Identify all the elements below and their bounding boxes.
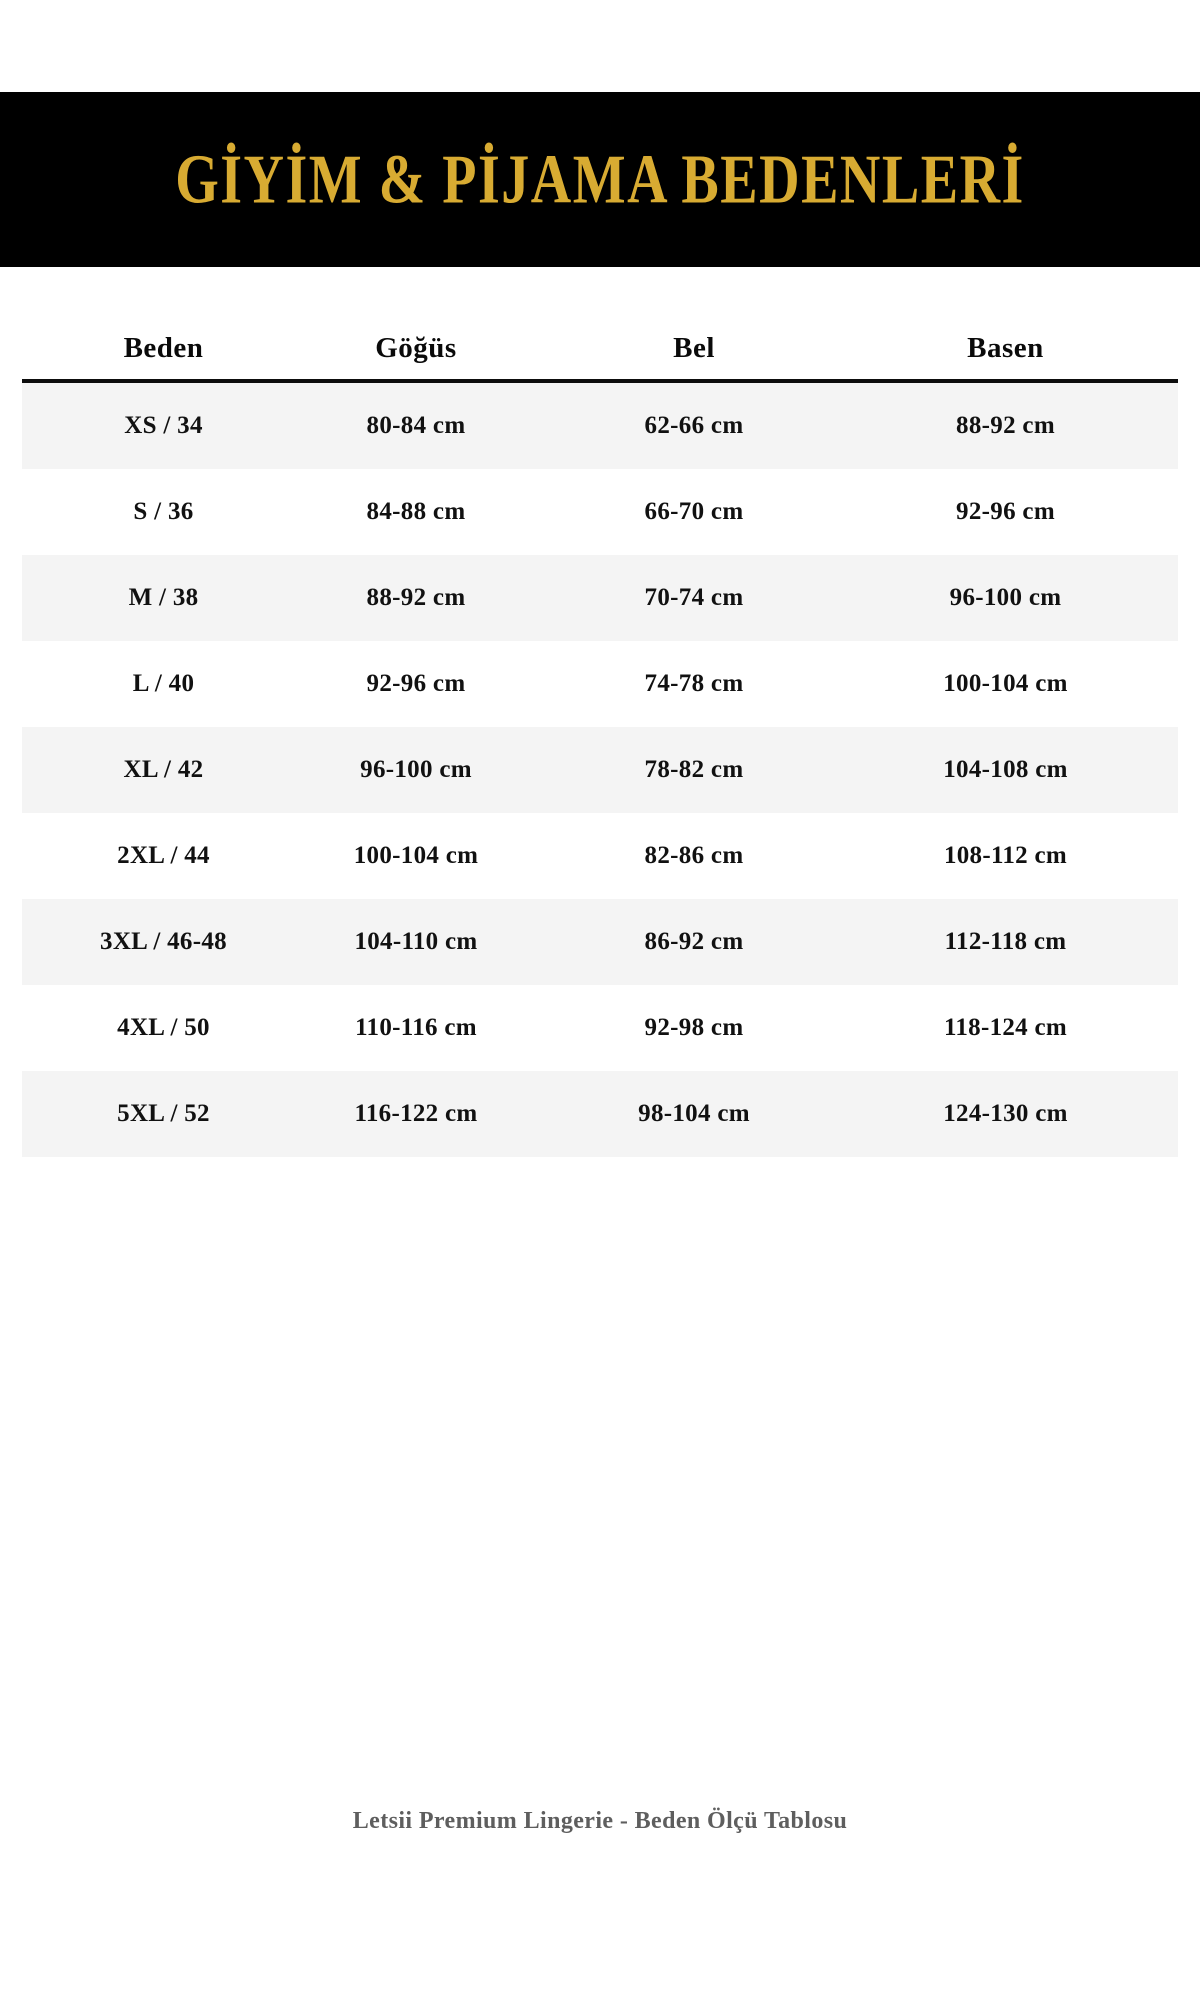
- cell-bel: 86-92 cm: [555, 899, 833, 985]
- cell-bel: 66-70 cm: [555, 469, 833, 555]
- cell-bel: 92-98 cm: [555, 985, 833, 1071]
- table-row: 3XL / 46-48 104-110 cm 86-92 cm 112-118 …: [22, 899, 1178, 985]
- size-table-container: Beden Göğüs Bel Basen XS / 34 80-84 cm 6…: [22, 316, 1178, 1157]
- column-header-bel: Bel: [555, 316, 833, 383]
- cell-basen: 112-118 cm: [833, 899, 1178, 985]
- table-row: M / 38 88-92 cm 70-74 cm 96-100 cm: [22, 555, 1178, 641]
- size-table: Beden Göğüs Bel Basen XS / 34 80-84 cm 6…: [22, 316, 1178, 1157]
- cell-bel: 78-82 cm: [555, 727, 833, 813]
- cell-beden: S / 36: [22, 469, 277, 555]
- cell-bel: 98-104 cm: [555, 1071, 833, 1157]
- table-header: Beden Göğüs Bel Basen: [22, 316, 1178, 383]
- cell-gogus: 88-92 cm: [277, 555, 555, 641]
- table-row: XS / 34 80-84 cm 62-66 cm 88-92 cm: [22, 381, 1178, 469]
- title-banner: GİYİM & PİJAMA BEDENLERİ: [0, 92, 1200, 267]
- cell-gogus: 104-110 cm: [277, 899, 555, 985]
- table-header-row: Beden Göğüs Bel Basen: [22, 316, 1178, 383]
- table-row: 2XL / 44 100-104 cm 82-86 cm 108-112 cm: [22, 813, 1178, 899]
- cell-beden: XS / 34: [22, 381, 277, 469]
- cell-basen: 118-124 cm: [833, 985, 1178, 1071]
- cell-gogus: 116-122 cm: [277, 1071, 555, 1157]
- footer-caption: Letsii Premium Lingerie - Beden Ölçü Tab…: [352, 1808, 848, 1834]
- table-body: XS / 34 80-84 cm 62-66 cm 88-92 cm S / 3…: [22, 381, 1178, 1157]
- column-header-basen: Basen: [833, 316, 1178, 383]
- cell-bel: 70-74 cm: [555, 555, 833, 641]
- table-row: 5XL / 52 116-122 cm 98-104 cm 124-130 cm: [22, 1071, 1178, 1157]
- table-row: L / 40 92-96 cm 74-78 cm 100-104 cm: [22, 641, 1178, 727]
- cell-bel: 82-86 cm: [555, 813, 833, 899]
- cell-beden: 3XL / 46-48: [22, 899, 277, 985]
- cell-bel: 74-78 cm: [555, 641, 833, 727]
- column-header-beden: Beden: [22, 316, 277, 383]
- cell-beden: XL / 42: [22, 727, 277, 813]
- cell-gogus: 92-96 cm: [277, 641, 555, 727]
- table-row: S / 36 84-88 cm 66-70 cm 92-96 cm: [22, 469, 1178, 555]
- cell-gogus: 100-104 cm: [277, 813, 555, 899]
- cell-basen: 108-112 cm: [833, 813, 1178, 899]
- cell-beden: L / 40: [22, 641, 277, 727]
- cell-gogus: 80-84 cm: [277, 381, 555, 469]
- table-row: 4XL / 50 110-116 cm 92-98 cm 118-124 cm: [22, 985, 1178, 1071]
- cell-gogus: 96-100 cm: [277, 727, 555, 813]
- cell-beden: 2XL / 44: [22, 813, 277, 899]
- cell-beden: 5XL / 52: [22, 1071, 277, 1157]
- cell-basen: 88-92 cm: [833, 381, 1178, 469]
- cell-basen: 100-104 cm: [833, 641, 1178, 727]
- cell-basen: 124-130 cm: [833, 1071, 1178, 1157]
- table-row: XL / 42 96-100 cm 78-82 cm 104-108 cm: [22, 727, 1178, 813]
- cell-beden: 4XL / 50: [22, 985, 277, 1071]
- column-header-gogus: Göğüs: [277, 316, 555, 383]
- cell-basen: 104-108 cm: [833, 727, 1178, 813]
- page-title: GİYİM & PİJAMA BEDENLERİ: [175, 140, 1025, 219]
- cell-basen: 92-96 cm: [833, 469, 1178, 555]
- cell-bel: 62-66 cm: [555, 381, 833, 469]
- cell-gogus: 110-116 cm: [277, 985, 555, 1071]
- cell-basen: 96-100 cm: [833, 555, 1178, 641]
- footer: Letsii Premium Lingerie - Beden Ölçü Tab…: [0, 1808, 1200, 1835]
- cell-gogus: 84-88 cm: [277, 469, 555, 555]
- cell-beden: M / 38: [22, 555, 277, 641]
